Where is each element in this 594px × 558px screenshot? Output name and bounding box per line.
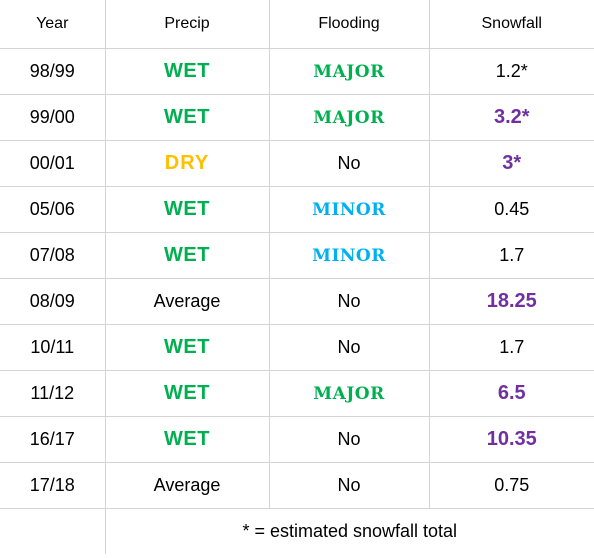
- cell-snowfall[interactable]: 10.35: [428, 416, 594, 463]
- cell-flooding[interactable]: MAJOR: [268, 370, 430, 417]
- flooding-value: MINOR: [312, 246, 386, 266]
- flooding-value: No: [337, 337, 361, 357]
- flooding-value: MINOR: [312, 200, 386, 220]
- snowfall-value: 3*: [502, 152, 522, 174]
- cell-year[interactable]: 11/12: [0, 370, 106, 417]
- cell-flooding[interactable]: MAJOR: [268, 94, 430, 141]
- precip-value: WET: [164, 106, 210, 128]
- footnote-row: * = estimated snowfall total: [0, 508, 594, 554]
- snowfall-value: 3.2*: [493, 106, 530, 128]
- cell-precip[interactable]: DRY: [104, 140, 270, 187]
- cell-year[interactable]: 07/08: [0, 232, 106, 279]
- cell-flooding[interactable]: MINOR: [268, 232, 430, 279]
- cell-precip[interactable]: WET: [104, 370, 270, 417]
- precip-value: DRY: [164, 152, 210, 174]
- flooding-value: No: [337, 291, 361, 311]
- cell-empty[interactable]: [0, 508, 106, 554]
- cell-precip[interactable]: Average: [104, 462, 270, 509]
- cell-precip[interactable]: WET: [104, 416, 270, 463]
- header-year[interactable]: Year: [0, 0, 106, 49]
- cell-flooding[interactable]: No: [268, 140, 430, 187]
- header-precip[interactable]: Precip: [104, 0, 270, 49]
- cell-snowfall[interactable]: 6.5: [428, 370, 594, 417]
- snowfall-value: 1.7: [499, 245, 525, 265]
- precip-value: WET: [164, 60, 210, 82]
- cell-year[interactable]: 98/99: [0, 48, 106, 95]
- header-snowfall[interactable]: Snowfall: [428, 0, 594, 49]
- cell-snowfall[interactable]: 1.2*: [428, 48, 594, 95]
- cell-snowfall[interactable]: 1.7: [428, 232, 594, 279]
- precip-value: WET: [164, 428, 210, 450]
- cell-year[interactable]: 10/11: [0, 324, 106, 371]
- snowfall-value: 18.25: [486, 290, 537, 312]
- snowfall-value: 1.7: [499, 337, 525, 357]
- cell-year[interactable]: 99/00: [0, 94, 106, 141]
- cell-year[interactable]: 05/06: [0, 186, 106, 233]
- table-row: 10/11 WET No 1.7: [0, 324, 594, 371]
- cell-snowfall[interactable]: 3*: [428, 140, 594, 187]
- flooding-value: No: [337, 475, 361, 495]
- cell-year[interactable]: 17/18: [0, 462, 106, 509]
- snowfall-value: 1.2*: [495, 61, 528, 81]
- cell-flooding[interactable]: No: [268, 278, 430, 325]
- flooding-value: No: [337, 429, 361, 449]
- flooding-value: MAJOR: [313, 62, 385, 82]
- table-row: 17/18 Average No 0.75: [0, 462, 594, 509]
- table-row: 05/06 WET MINOR 0.45: [0, 186, 594, 233]
- snowfall-value: 6.5: [497, 382, 526, 404]
- header-flooding[interactable]: Flooding: [268, 0, 430, 49]
- table-row: 99/00 WET MAJOR 3.2*: [0, 94, 594, 141]
- flooding-value: No: [337, 153, 361, 173]
- precip-value: WET: [164, 382, 210, 404]
- cell-flooding[interactable]: No: [268, 416, 430, 463]
- header-row: Year Precip Flooding Snowfall: [0, 0, 594, 49]
- cell-year[interactable]: 00/01: [0, 140, 106, 187]
- cell-snowfall[interactable]: 1.7: [428, 324, 594, 371]
- precip-value: Average: [153, 291, 221, 311]
- cell-snowfall[interactable]: 18.25: [428, 278, 594, 325]
- table-row: 00/01 DRY No 3*: [0, 140, 594, 187]
- flooding-value: MAJOR: [313, 108, 385, 128]
- cell-year[interactable]: 08/09: [0, 278, 106, 325]
- precip-value: Average: [153, 475, 221, 495]
- cell-precip[interactable]: WET: [104, 48, 270, 95]
- cell-flooding[interactable]: No: [268, 462, 430, 509]
- cell-precip[interactable]: WET: [104, 324, 270, 371]
- cell-precip[interactable]: WET: [104, 232, 270, 279]
- table-row: 08/09 Average No 18.25: [0, 278, 594, 325]
- cell-precip[interactable]: WET: [104, 186, 270, 233]
- footnote-text: * = estimated snowfall total: [242, 521, 458, 541]
- precip-value: WET: [164, 244, 210, 266]
- precip-value: WET: [164, 336, 210, 358]
- snowfall-value: 0.45: [494, 199, 530, 219]
- table-row: 16/17 WET No 10.35: [0, 416, 594, 463]
- table-row: 98/99 WET MAJOR 1.2*: [0, 48, 594, 95]
- table-row: 11/12 WET MAJOR 6.5: [0, 370, 594, 417]
- flooding-value: MAJOR: [313, 384, 385, 404]
- cell-flooding[interactable]: MAJOR: [268, 48, 430, 95]
- footnote-cell[interactable]: * = estimated snowfall total: [104, 508, 594, 554]
- snowfall-value: 0.75: [494, 475, 530, 495]
- table-row: 07/08 WET MINOR 1.7: [0, 232, 594, 279]
- cell-snowfall[interactable]: 0.45: [428, 186, 594, 233]
- cell-snowfall[interactable]: 0.75: [428, 462, 594, 509]
- cell-flooding[interactable]: MINOR: [268, 186, 430, 233]
- cell-precip[interactable]: WET: [104, 94, 270, 141]
- cell-flooding[interactable]: No: [268, 324, 430, 371]
- precip-value: WET: [164, 198, 210, 220]
- cell-year[interactable]: 16/17: [0, 416, 106, 463]
- cell-snowfall[interactable]: 3.2*: [428, 94, 594, 141]
- cell-precip[interactable]: Average: [104, 278, 270, 325]
- snowfall-value: 10.35: [486, 428, 537, 450]
